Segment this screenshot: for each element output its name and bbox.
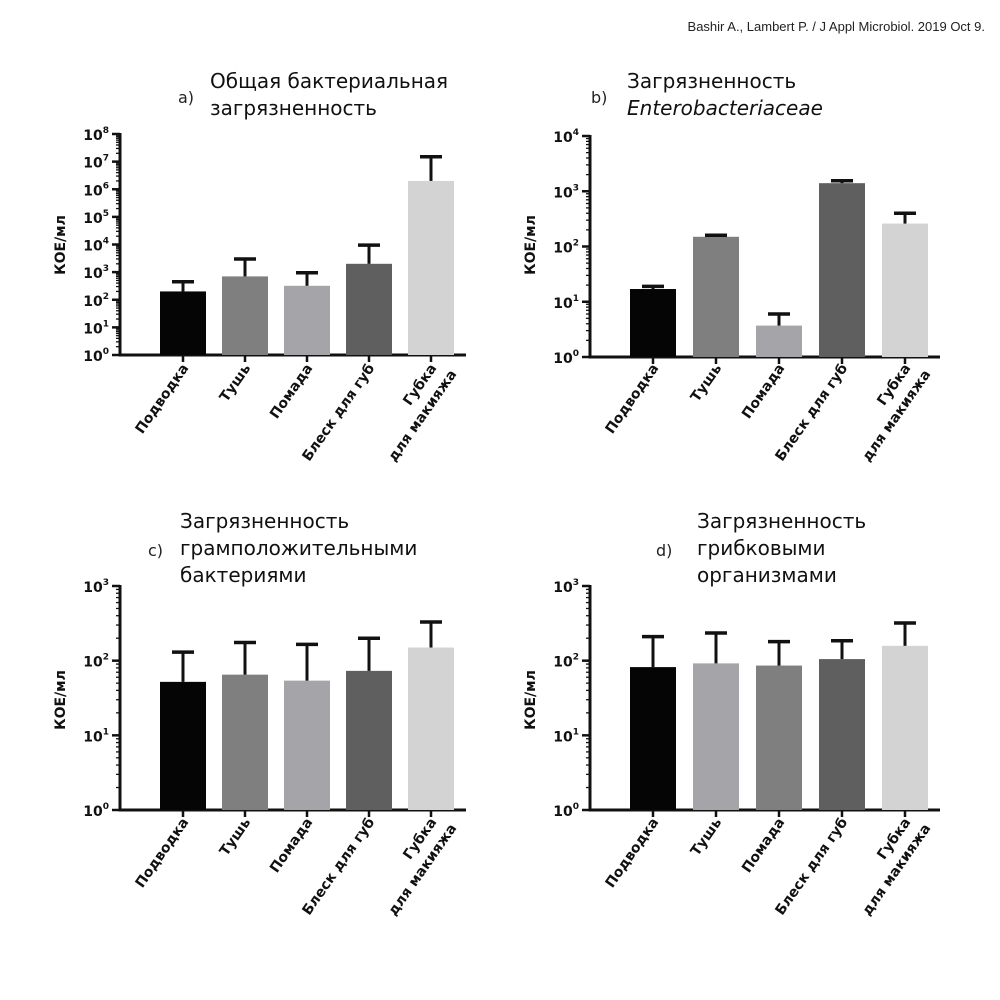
bar	[630, 289, 676, 357]
bar	[222, 276, 268, 355]
panel-title: загрязненность	[210, 96, 377, 120]
chart-panel: d) Загрязненность грибковыми организмами КОЕ…	[523, 509, 940, 919]
bar	[819, 183, 865, 357]
bar	[693, 236, 739, 357]
panel-title: Загрязненность	[180, 509, 349, 533]
bar	[882, 645, 928, 810]
chart-panel: b) Загрязненность Enterobacteriaceae КОЕ/мл…	[523, 69, 940, 465]
y-axis-label: КОЕ/мл	[53, 215, 69, 275]
y-tick-label: 102	[553, 653, 579, 671]
y-tick-label: 100	[83, 802, 109, 820]
bar	[284, 285, 330, 355]
y-tick-label: 101	[553, 727, 579, 745]
bar	[756, 665, 802, 810]
bar	[630, 667, 676, 810]
chart-panel: a) Общая бактериальная загрязненность КОЕ/м…	[53, 69, 466, 465]
x-category-label: Помада	[739, 815, 788, 876]
x-category-label: Тушь	[217, 815, 255, 859]
x-category-label: Помада	[267, 361, 316, 422]
y-tick-label: 102	[83, 292, 109, 310]
panel-letter: d)	[656, 541, 672, 560]
x-category-label: Помада	[739, 361, 788, 422]
panel-title: Общая бактериальная	[210, 69, 448, 93]
bar	[819, 659, 865, 810]
y-tick-label: 102	[83, 653, 109, 671]
bar	[160, 291, 206, 355]
bar	[693, 663, 739, 810]
x-category-label: Подводка	[132, 815, 192, 891]
bar	[160, 681, 206, 810]
x-category-label: Подводка	[132, 361, 192, 437]
y-tick-label: 103	[83, 578, 109, 596]
y-tick-label: 102	[553, 239, 579, 257]
panel-title: Загрязненность	[627, 69, 796, 93]
x-category-label: Блеск для губ	[772, 815, 851, 918]
bar	[284, 680, 330, 810]
panel-title-italic: Enterobacteriaceae	[627, 96, 823, 120]
y-tick-label: 105	[83, 209, 109, 227]
x-category-label: Подводка	[602, 815, 662, 891]
panel-letter: c)	[148, 541, 163, 560]
y-tick-label: 100	[553, 349, 579, 367]
x-category-label: Блеск для губ	[772, 361, 851, 464]
y-tick-label: 100	[553, 802, 579, 820]
panel-title: грибковыми	[697, 536, 826, 560]
x-category-label: Помада	[267, 815, 316, 876]
citation: Bashir A., Lambert P. / J Appl Microbiol…	[687, 19, 985, 34]
bar	[882, 223, 928, 357]
y-tick-label: 103	[553, 183, 579, 201]
y-axis-label: КОЕ/мл	[523, 670, 539, 730]
panel-title: Загрязненность	[697, 509, 866, 533]
panel-letter: b)	[591, 88, 607, 107]
y-tick-label: 100	[83, 347, 109, 365]
y-tick-label: 103	[553, 578, 579, 596]
bar	[222, 674, 268, 810]
bar	[346, 263, 392, 355]
y-tick-label: 107	[83, 154, 109, 172]
bar	[756, 325, 802, 357]
y-tick-label: 104	[553, 128, 579, 146]
y-tick-label: 103	[83, 264, 109, 282]
x-category-label: Тушь	[688, 815, 726, 859]
bar	[346, 670, 392, 810]
bar	[408, 180, 454, 355]
panel-title: грамположительными	[180, 536, 417, 560]
panel-title: организмами	[697, 563, 837, 587]
bar	[408, 647, 454, 810]
y-axis-label: КОЕ/мл	[53, 670, 69, 730]
y-tick-label: 101	[553, 294, 579, 312]
y-tick-label: 101	[83, 319, 109, 337]
y-tick-label: 101	[83, 727, 109, 745]
x-category-label: Тушь	[217, 361, 255, 405]
y-tick-label: 104	[83, 237, 109, 255]
chart-panel: c) Загрязненность грамположительными бактер…	[53, 509, 466, 919]
panel-letter: a)	[178, 88, 194, 107]
x-category-label: Подводка	[602, 361, 662, 437]
y-tick-label: 106	[83, 181, 109, 199]
x-category-label: Тушь	[688, 361, 726, 405]
y-axis-label: КОЕ/мл	[523, 215, 539, 275]
y-tick-label: 108	[83, 126, 109, 144]
panel-title: бактериями	[180, 563, 306, 587]
